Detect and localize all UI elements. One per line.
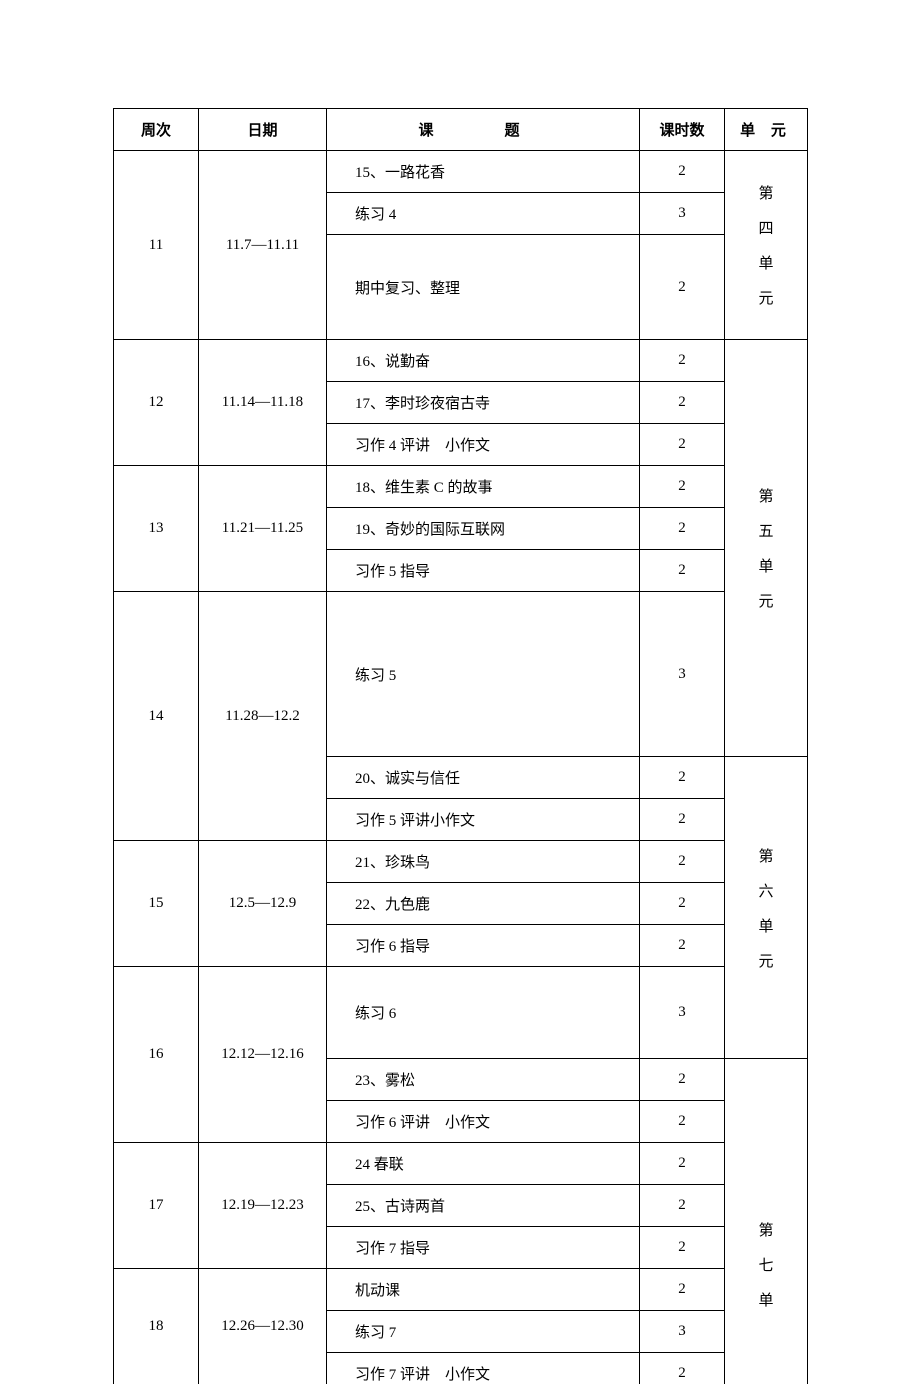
week-cell: 13	[114, 466, 199, 592]
hours-cell: 2	[640, 883, 725, 925]
date-cell: 12.5—12.9	[199, 841, 327, 967]
hours-cell: 2	[640, 841, 725, 883]
topic-cell: 习作 6 指导	[327, 925, 640, 967]
week-cell: 12	[114, 340, 199, 466]
week-cell: 14	[114, 592, 199, 841]
unit-cell: 第 七 单	[725, 1059, 808, 1384]
topic-cell: 练习 7	[327, 1311, 640, 1353]
hours-cell: 2	[640, 1227, 725, 1269]
unit-char: 第	[758, 485, 773, 506]
date-cell: 11.14—11.18	[199, 340, 327, 466]
week-cell: 15	[114, 841, 199, 967]
date-cell: 12.12—12.16	[199, 967, 327, 1143]
hours-cell: 2	[640, 508, 725, 550]
header-unit: 单 元	[725, 109, 808, 151]
hours-cell: 2	[640, 466, 725, 508]
date-cell: 12.19—12.23	[199, 1143, 327, 1269]
topic-cell: 20、诚实与信任	[327, 757, 640, 799]
hours-cell: 2	[640, 550, 725, 592]
topic-cell: 习作 7 评讲 小作文	[327, 1353, 640, 1384]
hours-cell: 2	[640, 1185, 725, 1227]
unit-char: 五	[758, 520, 773, 541]
hours-cell: 2	[640, 925, 725, 967]
header-topic: 课 题	[327, 109, 640, 151]
header-week: 周次	[114, 109, 199, 151]
hours-cell: 2	[640, 1353, 725, 1384]
topic-cell: 24 春联	[327, 1143, 640, 1185]
week-cell: 18	[114, 1269, 199, 1384]
hours-cell: 2	[640, 151, 725, 193]
unit-char: 单	[758, 555, 773, 576]
hours-cell: 2	[640, 340, 725, 382]
table-row: 12 11.14—11.18 16、说勤奋 2 第 五 单 元	[114, 340, 808, 382]
date-cell: 11.21—11.25	[199, 466, 327, 592]
topic-cell: 22、九色鹿	[327, 883, 640, 925]
topic-cell: 习作 7 指导	[327, 1227, 640, 1269]
week-cell: 16	[114, 967, 199, 1143]
topic-cell: 机动课	[327, 1269, 640, 1311]
topic-cell: 19、奇妙的国际互联网	[327, 508, 640, 550]
topic-cell: 23、雾松	[327, 1059, 640, 1101]
unit-cell: 第 四 单 元	[725, 151, 808, 340]
topic-cell: 21、珍珠鸟	[327, 841, 640, 883]
header-date: 日期	[199, 109, 327, 151]
hours-cell: 2	[640, 1143, 725, 1185]
unit-char: 七	[758, 1254, 773, 1275]
table-row: 16 12.12—12.16 练习 6 3	[114, 967, 808, 1059]
unit-char: 第	[758, 1219, 773, 1240]
unit-char: 第	[758, 845, 773, 866]
header-row: 周次 日期 课 题 课时数 单 元	[114, 109, 808, 151]
topic-cell: 17、李时珍夜宿古寺	[327, 382, 640, 424]
date-cell: 11.7—11.11	[199, 151, 327, 340]
date-cell: 12.26—12.30	[199, 1269, 327, 1384]
topic-cell: 习作 5 指导	[327, 550, 640, 592]
unit-char: 单	[758, 915, 773, 936]
hours-cell: 3	[640, 1311, 725, 1353]
unit-char: 单	[758, 252, 773, 273]
topic-cell: 16、说勤奋	[327, 340, 640, 382]
unit-cell: 第 五 单 元	[725, 340, 808, 757]
schedule-table: 周次 日期 课 题 课时数 单 元 11 11.7—11.11 15、一路花香 …	[113, 108, 808, 1384]
topic-cell: 习作 6 评讲 小作文	[327, 1101, 640, 1143]
hours-cell: 3	[640, 967, 725, 1059]
hours-cell: 2	[640, 424, 725, 466]
unit-char: 元	[758, 950, 773, 971]
topic-cell: 练习 6	[327, 967, 640, 1059]
week-cell: 17	[114, 1143, 199, 1269]
unit-char: 四	[758, 217, 773, 238]
table-row: 18 12.26—12.30 机动课 2	[114, 1269, 808, 1311]
unit-char: 元	[758, 287, 773, 308]
hours-cell: 2	[640, 1269, 725, 1311]
date-cell: 11.28—12.2	[199, 592, 327, 841]
table-row: 14 11.28—12.2 练习 5 3	[114, 592, 808, 757]
hours-cell: 2	[640, 382, 725, 424]
unit-char: 元	[758, 590, 773, 611]
unit-cell: 第 六 单 元	[725, 757, 808, 1059]
table-row: 13 11.21—11.25 18、维生素 C 的故事 2	[114, 466, 808, 508]
topic-cell: 25、古诗两首	[327, 1185, 640, 1227]
unit-char: 六	[758, 880, 773, 901]
hours-cell: 2	[640, 1101, 725, 1143]
topic-cell: 练习 4	[327, 193, 640, 235]
hours-cell: 2	[640, 1059, 725, 1101]
table-row: 15 12.5—12.9 21、珍珠鸟 2	[114, 841, 808, 883]
topic-cell: 习作 5 评讲小作文	[327, 799, 640, 841]
topic-cell: 18、维生素 C 的故事	[327, 466, 640, 508]
hours-cell: 3	[640, 193, 725, 235]
topic-cell: 习作 4 评讲 小作文	[327, 424, 640, 466]
week-cell: 11	[114, 151, 199, 340]
hours-cell: 2	[640, 757, 725, 799]
topic-cell: 练习 5	[327, 592, 640, 757]
hours-cell: 3	[640, 592, 725, 757]
table-row: 11 11.7—11.11 15、一路花香 2 第 四 单 元	[114, 151, 808, 193]
unit-char: 第	[758, 182, 773, 203]
table-row: 17 12.19—12.23 24 春联 2	[114, 1143, 808, 1185]
unit-char: 单	[758, 1289, 773, 1310]
topic-cell: 期中复习、整理	[327, 235, 640, 340]
topic-cell: 15、一路花香	[327, 151, 640, 193]
hours-cell: 2	[640, 799, 725, 841]
hours-cell: 2	[640, 235, 725, 340]
header-hours: 课时数	[640, 109, 725, 151]
